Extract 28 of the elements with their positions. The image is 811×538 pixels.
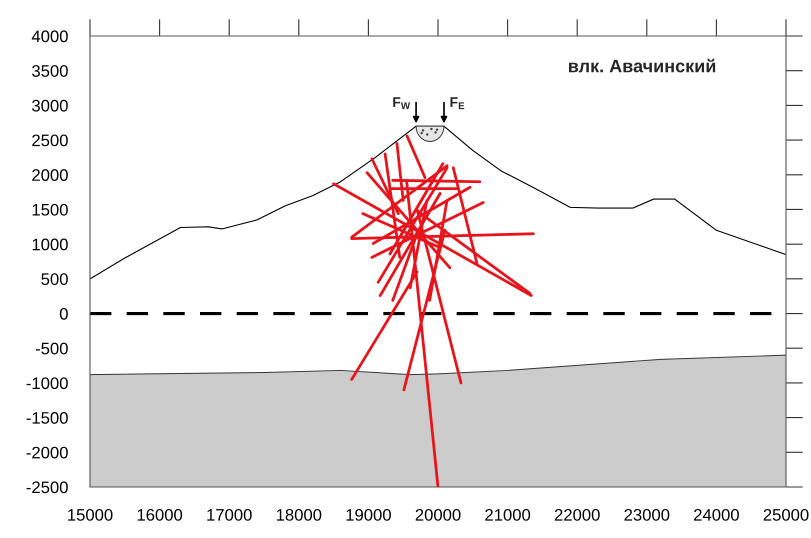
text: влк. Авачинский [569, 58, 716, 72]
x-tick-label: 22000 [554, 508, 600, 521]
y-tick-label: 2500 [32, 134, 68, 146]
annotation: F$_{W}$ [393, 97, 410, 110]
y-tick-label: 1000 [32, 238, 68, 250]
x-tick-label: 25000 [764, 508, 809, 521]
y-tick-label: 4000 [32, 30, 68, 42]
y-tick-label: -2500 [26, 481, 68, 494]
y-tick-label: 1500 [32, 204, 68, 216]
y-tick-label: -2000 [26, 446, 68, 459]
y-tick-label: -1000 [26, 377, 68, 390]
y-tick-label: 500 [41, 273, 68, 286]
x-tick-label: 18000 [276, 508, 322, 521]
y-tick-label: 0 [60, 308, 68, 320]
x-tick-label: 16000 [138, 508, 182, 521]
y-tick-label: 3500 [32, 65, 68, 77]
y-tick-label: -1500 [26, 412, 68, 424]
annotation: F$_{E}$ [450, 97, 464, 110]
y-tick-label: 2000 [32, 169, 68, 181]
x-tick-label: 20000 [416, 508, 461, 521]
x-tick-label: 24000 [694, 508, 739, 521]
x-tick-label: 21000 [485, 508, 530, 521]
y-tick-label: -500 [36, 342, 68, 354]
x-tick-label: 23000 [624, 508, 670, 521]
x-tick-label: 17000 [207, 508, 252, 521]
x-tick-label: 15000 [68, 508, 113, 521]
x-tick-label: 19000 [346, 508, 391, 521]
y-tick-label: 3000 [32, 100, 68, 112]
